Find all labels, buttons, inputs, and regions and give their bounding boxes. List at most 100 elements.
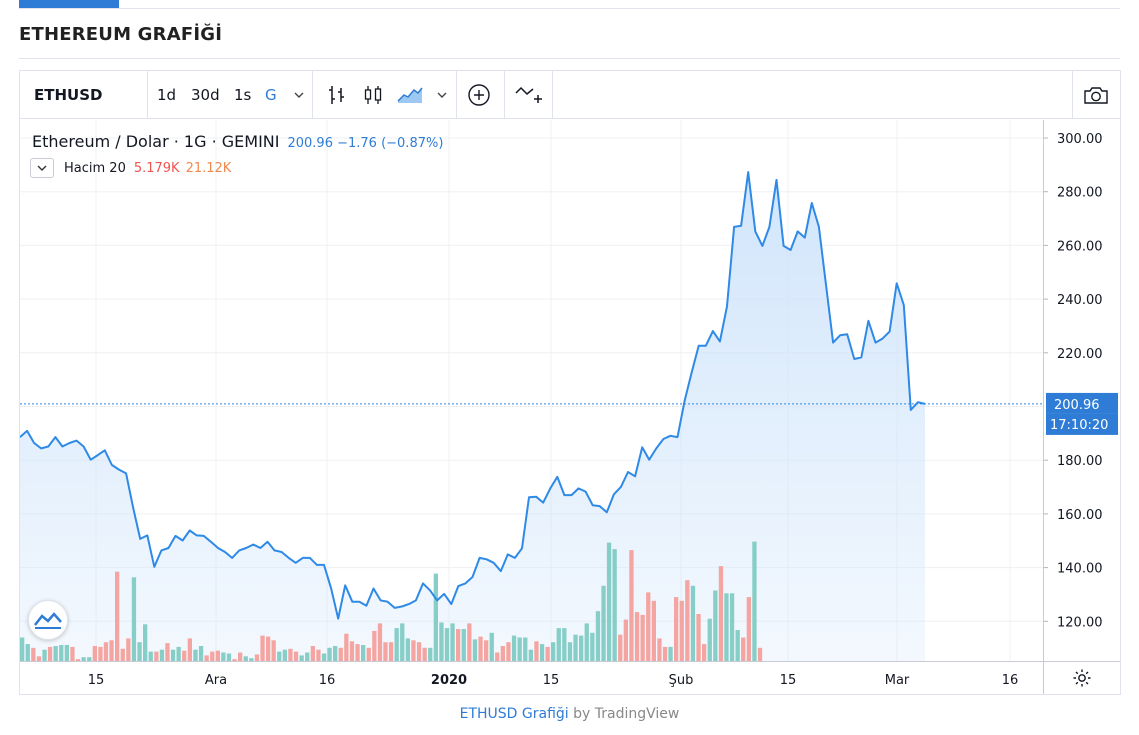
interval-dropdown-icon[interactable] bbox=[293, 71, 305, 119]
chart-settings-button[interactable] bbox=[1043, 661, 1120, 694]
time-axis[interactable]: 15 Ara 16 2020 15 Şub 15 Mar 16 bbox=[20, 661, 1043, 694]
active-tab-indicator[interactable] bbox=[19, 0, 119, 8]
bars-icon[interactable] bbox=[325, 71, 349, 119]
candles-icon[interactable] bbox=[361, 71, 385, 119]
volume-bar bbox=[707, 618, 712, 661]
volume-bar bbox=[623, 619, 628, 661]
volume-bar bbox=[226, 653, 232, 661]
volume-bar bbox=[254, 654, 260, 661]
volume-bar bbox=[646, 592, 651, 661]
volume-bar bbox=[221, 652, 226, 661]
price-tick-label: 260.00 bbox=[1057, 239, 1103, 254]
tradingview-logo-button[interactable] bbox=[28, 600, 68, 640]
volume-bar bbox=[450, 623, 455, 661]
volume-bar bbox=[674, 597, 679, 661]
volume-bar bbox=[668, 646, 673, 661]
volume-bar bbox=[562, 628, 567, 661]
volume-bar bbox=[198, 646, 204, 661]
volume-bar bbox=[629, 550, 634, 661]
volume-bar bbox=[193, 649, 198, 661]
attribution-footer: ETHUSD Grafiği by TradingView bbox=[0, 706, 1139, 722]
toolbar-divider bbox=[552, 71, 553, 119]
volume-bar bbox=[170, 649, 176, 661]
interval-30d-button[interactable]: 30d bbox=[191, 86, 220, 104]
time-tick-label: 15 bbox=[543, 673, 560, 688]
volume-bar bbox=[64, 645, 69, 661]
volume-bar bbox=[517, 637, 522, 661]
volume-bar bbox=[361, 645, 366, 661]
volume-bar bbox=[42, 649, 47, 661]
volume-bar bbox=[305, 652, 310, 661]
volume-bar bbox=[416, 642, 422, 661]
volume-bar bbox=[573, 634, 578, 661]
chart-toolbar: ETHUSD 1d 30d 1s G bbox=[20, 71, 1120, 119]
interval-g-button[interactable]: G bbox=[265, 86, 277, 104]
volume-bar bbox=[657, 638, 662, 661]
volume-bar bbox=[500, 646, 505, 661]
price-area-fill bbox=[20, 172, 925, 661]
volume-bar bbox=[579, 635, 584, 661]
volume-bar bbox=[735, 630, 740, 661]
volume-bar bbox=[567, 642, 573, 661]
volume-bar bbox=[606, 542, 612, 661]
symbol-search-button[interactable]: ETHUSD bbox=[34, 86, 103, 104]
camera-icon[interactable] bbox=[1082, 71, 1110, 119]
countdown-marker bbox=[1046, 413, 1118, 435]
price-axis[interactable]: 300.00 280.00 260.00 240.00 220.00 180.00 160.… bbox=[1043, 120, 1120, 661]
volume-bar bbox=[299, 655, 304, 661]
volume-bar bbox=[595, 611, 601, 661]
chart-link[interactable]: ETHUSD Grafiği bbox=[459, 706, 569, 722]
volume-bar bbox=[92, 646, 97, 661]
price-tick-label: 180.00 bbox=[1057, 454, 1103, 469]
volume-bar bbox=[590, 632, 595, 661]
volume-bar bbox=[31, 647, 36, 661]
compare-icon[interactable] bbox=[467, 71, 491, 119]
volume-bar bbox=[394, 628, 399, 661]
volume-bar bbox=[310, 646, 315, 661]
time-tick-label: 2020 bbox=[431, 673, 467, 688]
volume-bar bbox=[87, 657, 92, 661]
indicators-icon[interactable] bbox=[514, 71, 544, 119]
volume-bar bbox=[366, 647, 371, 661]
volume-legend: Hacim 20 5.179K 21.12K bbox=[30, 158, 231, 178]
volume-bar bbox=[422, 647, 427, 661]
volume-bar bbox=[506, 642, 511, 661]
volume-bar bbox=[131, 577, 137, 661]
volume-bar bbox=[456, 629, 461, 661]
series-name: Ethereum / Dolar · 1G · GEMINI bbox=[32, 132, 280, 151]
last-price-marker bbox=[1046, 392, 1118, 414]
interval-1s-button[interactable]: 1s bbox=[234, 86, 252, 104]
volume-bar bbox=[618, 634, 623, 661]
volume-bar bbox=[405, 638, 410, 661]
volume-bar bbox=[293, 651, 299, 661]
volume-bar bbox=[53, 646, 58, 661]
volume-bar bbox=[584, 623, 589, 661]
interval-1d-button[interactable]: 1d bbox=[157, 86, 177, 104]
volume-bar bbox=[59, 645, 64, 661]
series-values: 200.96 −1.76 (−0.87%) bbox=[287, 136, 444, 151]
volume-bar bbox=[316, 649, 321, 661]
volume-bar bbox=[400, 623, 405, 661]
chart-pane[interactable]: Ethereum / Dolar · 1G · GEMINI 200.96 −1.… bbox=[20, 120, 1043, 661]
volume-bar bbox=[260, 635, 265, 661]
volume-bar bbox=[746, 597, 751, 661]
volume-bar bbox=[741, 637, 746, 661]
toolbar-divider bbox=[1072, 71, 1073, 119]
volume-bar bbox=[349, 641, 355, 661]
price-chart[interactable] bbox=[20, 120, 1043, 661]
volume-bar bbox=[495, 652, 500, 661]
volume-bar bbox=[249, 658, 254, 661]
volume-bar bbox=[81, 657, 86, 661]
volume-bar bbox=[713, 590, 718, 661]
volume-bar bbox=[690, 585, 696, 661]
volume-bar bbox=[539, 644, 545, 661]
legend-collapse-toggle[interactable] bbox=[30, 158, 54, 178]
volume-bar bbox=[109, 640, 114, 661]
chart-type-dropdown-icon[interactable] bbox=[436, 71, 448, 119]
volume-bar bbox=[696, 614, 701, 661]
time-scale: 15 Ara 16 2020 15 Şub 15 Mar 16 bbox=[88, 673, 1019, 688]
area-icon[interactable] bbox=[396, 71, 424, 119]
price-scale: 300.00 280.00 260.00 240.00 220.00 180.00 160.… bbox=[1044, 132, 1118, 630]
volume-bar bbox=[143, 624, 148, 661]
volume-bar bbox=[484, 640, 489, 661]
